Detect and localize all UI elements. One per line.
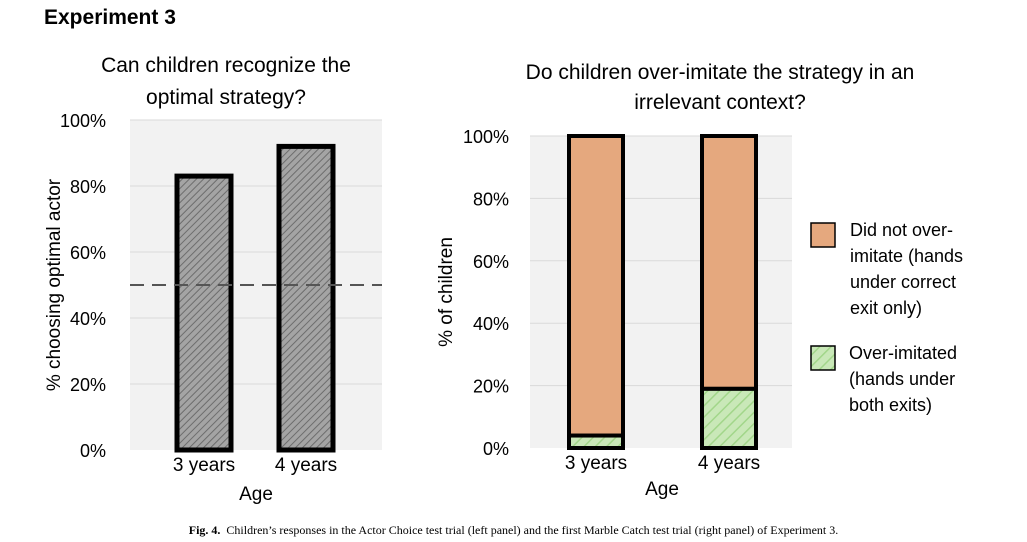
- legend-label-over-imitated-line-3: both exits): [849, 395, 932, 415]
- left-plot-area: [130, 120, 382, 450]
- left-bar: [276, 143, 336, 453]
- legend-swatch-over-imitated: [810, 345, 836, 371]
- left-y-tick-label: 80%: [70, 177, 106, 197]
- right-bars: [567, 134, 758, 450]
- right-bar-did-not-over-imitate: [567, 134, 625, 438]
- left-y-tick-labels: 0% 20% 40% 60% 80% 100%: [60, 111, 106, 461]
- right-y-tick-label: 20%: [473, 377, 509, 397]
- left-chart-title-line-2: optimal strategy?: [146, 86, 306, 109]
- right-chart-title-line-1: Do children over-imitate the strategy in…: [526, 61, 915, 84]
- left-gridlines: [130, 119, 382, 385]
- right-chart: Do children over-imitate the strategy in…: [436, 61, 963, 500]
- left-y-tick-label: 20%: [70, 375, 106, 395]
- right-y-tick-label: 40%: [473, 314, 509, 334]
- left-y-axis-label: % choosing optimal actor: [44, 178, 65, 391]
- right-x-axis-label: Age: [645, 479, 679, 500]
- left-x-tick-label: 3 years: [173, 455, 235, 476]
- legend-label-did-not-over-imitate-line-3: under correct: [850, 272, 956, 292]
- left-y-tick-label: 100%: [60, 111, 106, 131]
- figure-caption: Fig. 4. Children’s responses in the Acto…: [0, 523, 1027, 538]
- legend-label-did-not-over-imitate-line-2: imitate (hands: [850, 246, 963, 266]
- legend-label-did-not-over-imitate-line-4: exit only): [850, 298, 922, 318]
- legend-label-over-imitated-line-2: (hands under: [849, 369, 955, 389]
- right-y-tick-label: 0%: [483, 439, 509, 459]
- left-bar: [174, 173, 234, 453]
- legend-swatch-did-not-over-imitate: [810, 222, 836, 248]
- left-chart-title-line-1: Can children recognize the: [101, 54, 351, 77]
- right-y-axis-label: % of children: [436, 237, 457, 347]
- right-y-tick-label: 80%: [473, 189, 509, 209]
- left-x-tick-label: 4 years: [275, 455, 337, 476]
- right-x-tick-labels: 3 years 4 years: [565, 453, 760, 474]
- caption-text: Children’s responses in the Actor Choice…: [226, 523, 839, 537]
- left-x-tick-labels: 3 years 4 years: [173, 455, 337, 476]
- left-bars: [174, 143, 336, 453]
- right-x-tick-label: 3 years: [565, 453, 627, 474]
- right-chart-legend: Did not over- imitate (hands under corre…: [810, 220, 963, 415]
- left-chart: Can children recognize the optimal strat…: [44, 54, 382, 505]
- right-x-tick-label: 4 years: [698, 453, 760, 474]
- legend-label-over-imitated-line-1: Over-imitated: [849, 343, 957, 363]
- left-y-tick-label: 60%: [70, 243, 106, 263]
- left-y-tick-label: 40%: [70, 309, 106, 329]
- legend-label-did-not-over-imitate-line-1: Did not over-: [850, 220, 953, 240]
- right-y-tick-label: 100%: [463, 127, 509, 147]
- figure-heading: Experiment 3: [44, 6, 176, 29]
- left-y-tick-label: 0%: [80, 441, 106, 461]
- caption-label: Fig. 4.: [188, 523, 221, 537]
- right-y-tick-labels: 0% 20% 40% 60% 80% 100%: [463, 127, 509, 459]
- right-bar-did-not-over-imitate: [700, 134, 758, 391]
- right-chart-title-line-2: irrelevant context?: [634, 91, 806, 114]
- right-y-tick-label: 60%: [473, 252, 509, 272]
- right-bar-over-imitated: [700, 386, 758, 450]
- left-x-axis-label: Age: [239, 484, 273, 505]
